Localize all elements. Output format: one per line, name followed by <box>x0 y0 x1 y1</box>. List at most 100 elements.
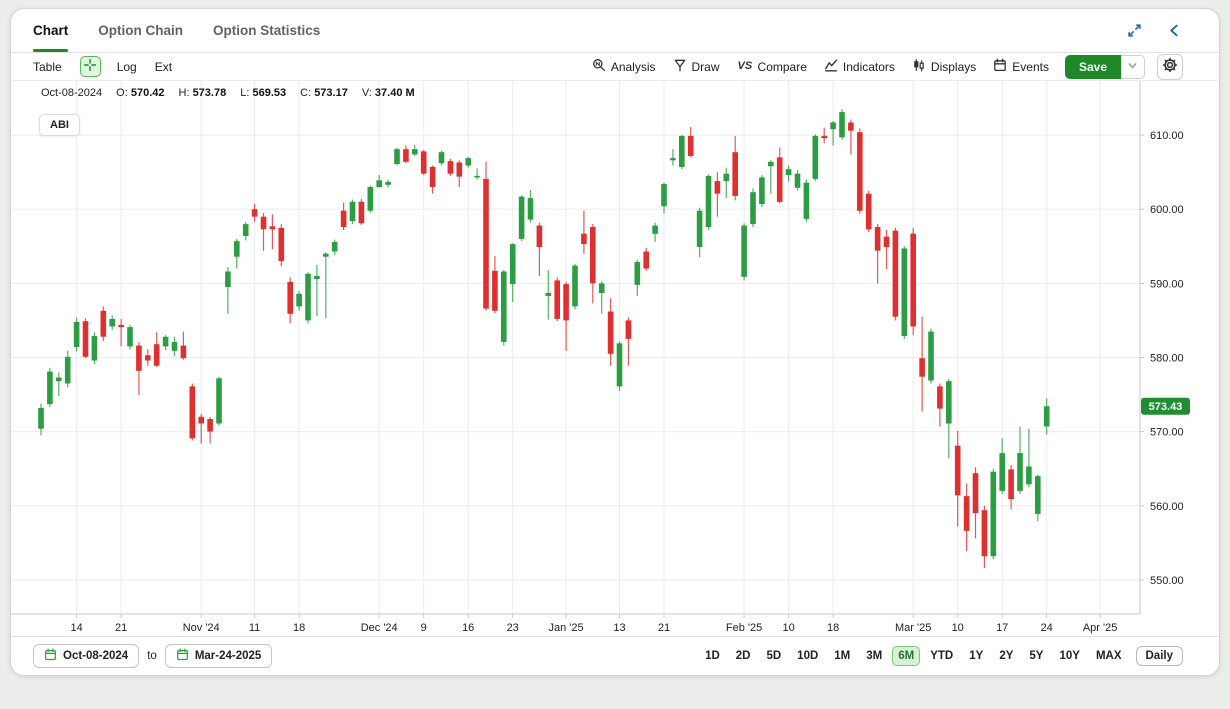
candle[interactable] <box>972 467 979 539</box>
events-button[interactable]: Events <box>993 58 1049 75</box>
range-ytd-button[interactable]: YTD <box>930 650 954 662</box>
candle[interactable] <box>447 158 454 176</box>
candle[interactable] <box>981 505 988 568</box>
candle[interactable] <box>429 165 436 194</box>
range-1d-button[interactable]: 1D <box>705 650 720 662</box>
candle[interactable] <box>643 247 649 271</box>
candle[interactable] <box>1017 426 1023 494</box>
range-2d-button[interactable]: 2D <box>735 650 751 662</box>
candle[interactable] <box>848 119 854 155</box>
candle[interactable] <box>928 328 934 384</box>
candle[interactable] <box>999 438 1005 494</box>
candle[interactable] <box>634 259 641 296</box>
tab-option-chain[interactable]: Option Chain <box>98 23 184 38</box>
candle[interactable] <box>803 179 810 222</box>
candle[interactable] <box>376 175 382 188</box>
candle[interactable] <box>412 144 418 156</box>
candle[interactable] <box>269 214 276 250</box>
candle[interactable] <box>652 222 658 242</box>
candle[interactable] <box>768 160 774 194</box>
log-scale-button[interactable]: Log <box>116 59 137 74</box>
interval-button[interactable]: Daily <box>1135 646 1183 666</box>
range-1m-button[interactable]: 1M <box>834 650 851 662</box>
candle[interactable] <box>38 403 44 436</box>
range-3m-button[interactable]: 3M <box>866 650 883 662</box>
candle[interactable] <box>545 270 552 320</box>
analysis-button[interactable]: Analysis <box>592 58 656 75</box>
candle[interactable] <box>892 227 899 321</box>
candle[interactable] <box>581 210 587 254</box>
candle[interactable] <box>349 199 356 225</box>
candle[interactable] <box>963 483 970 552</box>
candle[interactable] <box>723 167 730 199</box>
candle[interactable] <box>180 331 187 360</box>
candle[interactable] <box>465 156 471 168</box>
candle[interactable] <box>403 145 409 164</box>
crosshair-toggle-button[interactable] <box>79 56 101 77</box>
candle[interactable] <box>590 224 596 304</box>
candle[interactable] <box>839 109 845 140</box>
candle[interactable] <box>162 335 169 351</box>
candle[interactable] <box>625 317 632 366</box>
candle[interactable] <box>554 277 560 322</box>
candle[interactable] <box>91 332 98 365</box>
candle[interactable] <box>509 243 516 302</box>
candle[interactable] <box>207 416 213 444</box>
candle[interactable] <box>474 168 480 180</box>
candle[interactable] <box>340 202 347 230</box>
candle[interactable] <box>661 182 667 214</box>
candle[interactable] <box>305 272 311 324</box>
candle[interactable] <box>438 150 445 166</box>
candle[interactable] <box>73 317 80 352</box>
candle[interactable] <box>492 255 498 313</box>
candle[interactable] <box>47 367 53 408</box>
candle[interactable] <box>331 239 338 256</box>
candle[interactable] <box>251 204 258 222</box>
candle[interactable] <box>714 172 721 217</box>
candle[interactable] <box>687 127 694 158</box>
extended-hours-button[interactable]: Ext <box>154 59 173 74</box>
candle[interactable] <box>865 190 872 233</box>
save-button[interactable]: Save <box>1064 54 1121 79</box>
candle[interactable] <box>821 127 827 144</box>
candle[interactable] <box>501 270 507 346</box>
candle[interactable] <box>1043 398 1050 435</box>
range-5y-button[interactable]: 5Y <box>1029 650 1044 662</box>
candle[interactable] <box>171 336 178 356</box>
candle[interactable] <box>616 341 623 391</box>
candle[interactable] <box>937 383 943 427</box>
candle[interactable] <box>358 198 365 225</box>
candle[interactable] <box>64 350 71 388</box>
candle[interactable] <box>1008 465 1014 510</box>
candle[interactable] <box>536 222 543 276</box>
candle[interactable] <box>785 165 792 182</box>
candle[interactable] <box>759 175 765 207</box>
candle[interactable] <box>234 238 240 269</box>
range-2y-button[interactable]: 2Y <box>999 650 1014 662</box>
candle[interactable] <box>314 264 320 316</box>
candle[interactable] <box>394 147 400 166</box>
candle[interactable] <box>946 379 952 459</box>
range-5d-button[interactable]: 5D <box>766 650 782 662</box>
candle[interactable] <box>572 264 578 310</box>
price-chart-svg[interactable]: 14 21 Nov '24 11 18 Dec '24 9 16 23 Jan '25 13 21 Fe… <box>11 81 1219 638</box>
candle[interactable] <box>278 224 285 267</box>
tab-option-statistics[interactable]: Option Statistics <box>213 23 321 38</box>
candle[interactable] <box>527 190 534 223</box>
candle[interactable] <box>910 227 916 336</box>
candle[interactable] <box>732 135 738 201</box>
candle[interactable] <box>794 170 801 191</box>
candle[interactable] <box>901 246 908 339</box>
candle[interactable] <box>954 430 961 527</box>
chevron-left-icon[interactable] <box>1165 22 1183 40</box>
candle[interactable] <box>607 298 614 366</box>
candle[interactable] <box>1026 428 1032 488</box>
range-6m-button[interactable]: 6M <box>892 646 921 666</box>
save-dropdown-button[interactable] <box>1121 54 1145 79</box>
candle[interactable] <box>260 213 267 251</box>
draw-button[interactable]: Draw <box>673 58 720 75</box>
candle[interactable] <box>483 161 489 311</box>
candle[interactable] <box>598 281 605 314</box>
candle[interactable] <box>100 306 107 342</box>
candle[interactable] <box>857 128 863 214</box>
